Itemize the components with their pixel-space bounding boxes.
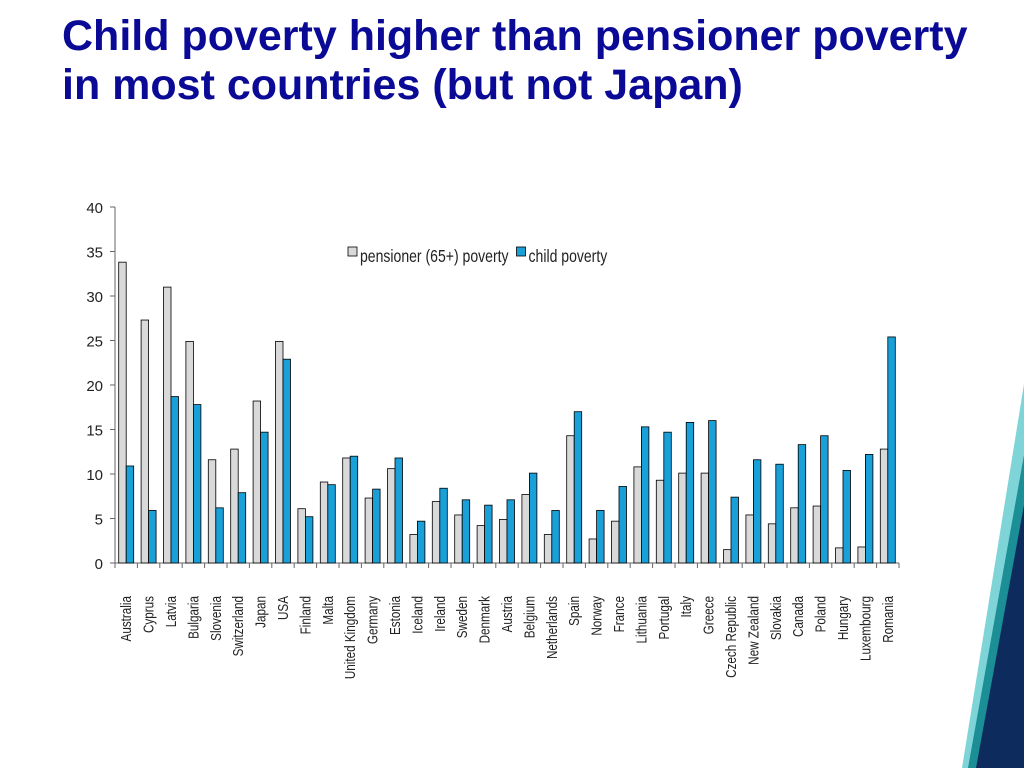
x-tick-label: New Zealand [745, 596, 762, 665]
bar-child-poverty [573, 411, 583, 564]
bar-child-poverty [618, 486, 627, 564]
y-tick-label: 0 [95, 556, 103, 573]
x-tick-label: Luxembourg [857, 596, 874, 661]
bar-child-poverty [484, 504, 493, 564]
x-tick-label: Australia [118, 596, 135, 642]
bar-child-poverty [461, 499, 471, 564]
x-tick-label: Switzerland [230, 596, 247, 656]
bar-child-poverty [260, 431, 269, 564]
bar-child-poverty [148, 510, 157, 564]
bar-child-poverty [439, 487, 448, 564]
x-tick-label: Hungary [835, 596, 852, 640]
bar-child-poverty [327, 484, 336, 564]
x-tick-label: Finland [297, 596, 314, 634]
bar-child-poverty [551, 510, 560, 564]
bar-child-poverty [708, 420, 717, 564]
slide-title: Child poverty higher than pensioner pove… [62, 12, 968, 109]
bar-child-poverty [372, 488, 381, 564]
y-tick-label: 20 [86, 378, 103, 395]
bar-child-poverty [349, 455, 359, 564]
legend: pensioner (65+) poverty child poverty [347, 246, 609, 266]
x-tick-label: Spain [566, 596, 583, 626]
bar-child-poverty [887, 336, 896, 564]
x-tick-label: Ireland [431, 596, 448, 632]
y-tick-label: 35 [86, 245, 103, 262]
y-axis: 0 5 10 15 20 25 30 35 40 [86, 200, 116, 573]
x-tick-label: Malta [319, 596, 336, 625]
x-tick-label: Greece [700, 596, 717, 634]
x-tick-label: Slovenia [207, 596, 224, 641]
x-tick-label: Portugal [655, 596, 672, 640]
bar-child-poverty [529, 472, 538, 564]
bar-child-poverty [753, 459, 762, 564]
bar-child-poverty [215, 507, 224, 564]
bar-child-poverty [842, 470, 851, 564]
bar-child-poverty [663, 431, 672, 564]
legend-label-child: child poverty [529, 246, 609, 266]
bar-child-poverty [685, 421, 695, 564]
legend-swatch-child [516, 246, 526, 257]
bar-child-poverty [192, 404, 202, 564]
x-tick-label: Norway [588, 596, 605, 636]
x-tick-label: France [611, 596, 628, 632]
bar-child-poverty [641, 426, 650, 564]
bar-child-poverty [237, 492, 247, 564]
x-tick-label: Poland [812, 596, 829, 632]
bar-child-poverty [394, 457, 403, 564]
bar-child-poverty [865, 454, 874, 564]
x-tick-label: Italy [678, 596, 695, 618]
x-tick-label: USA [275, 596, 292, 620]
y-tick-label: 10 [86, 467, 103, 484]
x-tick-label: Canada [790, 596, 807, 637]
legend-label-pensioner: pensioner (65+) poverty [360, 246, 509, 266]
x-tick-label: Germany [364, 596, 381, 644]
x-tick-label: Japan [252, 596, 269, 628]
x-tick-label: Estonia [387, 596, 404, 635]
x-tick-label: United Kingdom [342, 596, 359, 679]
x-tick-label: Bulgaria [185, 596, 202, 639]
x-tick-label: Iceland [409, 596, 426, 634]
bar-child-poverty [775, 463, 784, 564]
y-tick-label: 40 [86, 200, 103, 217]
bar-child-poverty [820, 435, 829, 564]
y-tick-label: 25 [86, 334, 103, 351]
x-tick-label: Slovakia [767, 596, 784, 641]
bar-pensioner-poverty [118, 261, 127, 564]
x-tick-label: Czech Republic [723, 596, 740, 678]
bar-child-poverty [304, 516, 314, 564]
bar-pensioner-poverty [140, 319, 150, 564]
x-tick-label: Denmark [476, 596, 493, 644]
y-tick-label: 30 [86, 289, 103, 306]
bar-child-poverty [730, 496, 739, 564]
bar-child-poverty [797, 444, 807, 564]
x-tick-label: Sweden [454, 596, 471, 638]
x-tick-label: Netherlands [543, 596, 560, 659]
x-tick-label: Romania [879, 596, 896, 643]
bar-child-poverty [125, 465, 135, 564]
legend-swatch-pensioner [347, 246, 358, 257]
corner-deco-dark [976, 505, 1024, 768]
bar-child-poverty [506, 499, 515, 564]
x-tick-label: Belgium [521, 596, 538, 638]
bar-child-poverty [596, 510, 605, 564]
x-tick-label: Latvia [163, 596, 180, 628]
x-tick-label: Cyprus [140, 596, 157, 633]
bar-child-poverty [282, 358, 291, 564]
bar-child-poverty [170, 396, 179, 564]
x-tick-label: Lithuania [633, 596, 650, 644]
y-tick-label: 15 [86, 423, 103, 440]
bar-child-poverty [416, 520, 426, 564]
y-tick-label: 5 [95, 512, 103, 529]
bars [118, 261, 896, 564]
x-tick-label: Austria [499, 596, 516, 633]
